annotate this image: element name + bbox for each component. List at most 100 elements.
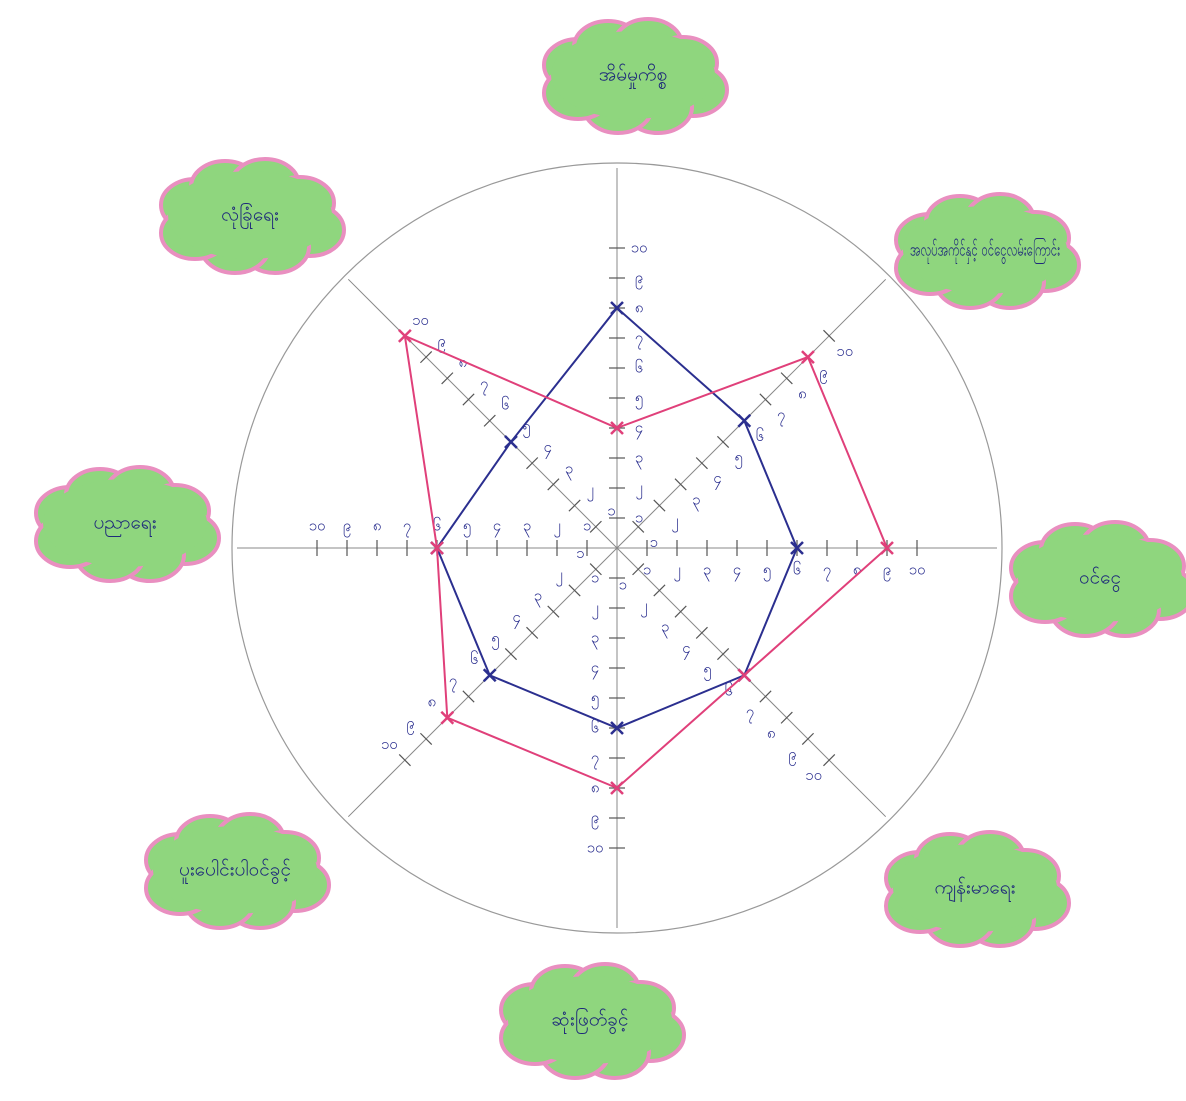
tick-mark (632, 563, 645, 576)
tick-label: ၁၀ (836, 342, 853, 360)
point-marker (801, 350, 815, 364)
tick-label: ၈ (798, 384, 807, 402)
tick-label: ၂ (671, 512, 678, 533)
tick-label: ၂ (586, 481, 593, 502)
tick-label: ၈ (635, 299, 644, 317)
tick-mark (462, 393, 475, 406)
tick-label: ၄ (493, 517, 501, 538)
tick-label: ၅ (635, 389, 643, 410)
tick-mark (420, 732, 433, 745)
tick-mark (780, 372, 793, 385)
category-label: အလုပ်အကိုင်နှင့် ဝင်ငွေလမ်းကြောင်း (910, 237, 1060, 265)
category-label: ဆုံးဖြတ်ခွင့် (552, 1007, 629, 1035)
tick-label: ၁ (591, 569, 599, 587)
cloud-body (893, 844, 1057, 932)
tick-label: ၂ (553, 517, 560, 538)
tick-mark (759, 690, 772, 703)
tick-label: ၆ (793, 561, 801, 579)
cloud-body (153, 826, 317, 914)
outer-circle (231, 162, 1003, 934)
tick-label: ၃ (523, 517, 531, 538)
tick-label: ၉ (883, 561, 891, 582)
axis-line (616, 547, 887, 818)
tick-label: ၄ (733, 561, 741, 582)
tick-label: ၄ (682, 639, 690, 660)
tick-label: ၂ (640, 596, 647, 617)
tick-label: ၁၀ (309, 517, 326, 535)
tick-label: ၆ (756, 427, 764, 445)
point-marker (737, 413, 752, 428)
category-label: ဝင်ငွေ (1079, 566, 1121, 593)
tick-mark (759, 393, 772, 406)
tick-label: ၁ (618, 575, 626, 593)
tick-label: ၁၀ (587, 839, 604, 857)
tick-mark (695, 626, 708, 639)
tick-label: ၆ (635, 359, 643, 377)
category-label: ကျန်းမာရေး (935, 876, 1016, 903)
tick-label: ၇ (777, 406, 785, 427)
category-label: ပူးပေါင်းပါဝင်ခွင့် (179, 858, 291, 885)
tick-label: ၉ (437, 332, 445, 353)
point-marker (790, 541, 804, 555)
point-marker (610, 421, 624, 435)
tick-label: ၄ (543, 438, 551, 459)
tick-mark (526, 457, 539, 470)
tick-label: ၇ (449, 671, 457, 692)
tick-mark (780, 711, 793, 724)
tick-mark (653, 584, 666, 597)
tick-label: ၇ (591, 749, 599, 770)
tick-label: ၄ (713, 469, 721, 490)
tick-label: ၃ (635, 449, 643, 470)
tick-mark (547, 605, 560, 618)
cloud-body (903, 206, 1067, 294)
tick-mark (462, 690, 475, 703)
tick-label: ၃ (534, 587, 542, 608)
tick-mark (823, 329, 836, 342)
tick-mark (568, 499, 581, 512)
tick-mark (526, 626, 539, 639)
category-label: လုံခြုံရေး (221, 202, 279, 230)
tick-label: ၃ (703, 561, 711, 582)
cloud-body (551, 31, 715, 119)
tick-mark (441, 372, 454, 385)
point-marker (482, 668, 497, 683)
tick-mark (589, 563, 602, 576)
tick-label: ၉ (635, 269, 643, 290)
tick-label: ၈ (427, 693, 436, 711)
tick-label: ၇ (635, 329, 643, 350)
tick-mark (716, 647, 730, 661)
tick-label: ၁၀ (631, 239, 648, 257)
tick-label: ၅ (591, 689, 599, 710)
tick-label: ၂ (591, 599, 598, 620)
tick-label: ၁၀ (805, 766, 822, 784)
cloud-body (508, 976, 672, 1064)
tick-label: ၇ (403, 517, 411, 538)
tick-label: ၁ (635, 509, 643, 527)
tick-label: ၂ (555, 565, 562, 586)
tick-label: ၃ (692, 490, 700, 511)
tick-label: ၄ (512, 608, 520, 629)
point-marker (440, 710, 455, 725)
tick-mark (483, 414, 496, 427)
tick-mark (547, 478, 560, 491)
tick-label: ၆ (501, 396, 509, 414)
tick-label: ၅ (763, 561, 771, 582)
tick-label: ၄ (591, 659, 599, 680)
tick-label: ၁ (650, 533, 658, 551)
tick-label: ၅ (734, 448, 742, 469)
tick-label: ၈ (853, 561, 862, 579)
tick-mark (653, 499, 666, 512)
tick-label: ၇ (823, 561, 831, 582)
point-marker (430, 541, 444, 555)
tick-label: ၃ (591, 629, 599, 650)
tick-label: ၁၀ (909, 561, 926, 579)
tick-mark (568, 584, 581, 597)
tick-label: ၅ (703, 660, 711, 681)
tick-label: ၉ (343, 517, 351, 538)
tick-label: ၈ (767, 724, 776, 742)
tick-mark (420, 351, 433, 364)
tick-mark (398, 754, 411, 767)
tick-label: ၅ (491, 629, 499, 650)
category-label: အိမ်မှုကိစ္စ (599, 63, 667, 90)
